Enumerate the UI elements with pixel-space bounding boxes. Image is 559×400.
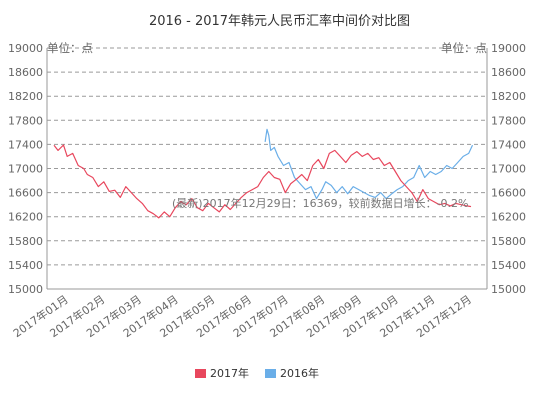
y-tick-label-right: 17400: [491, 138, 526, 151]
x-tick-labels: 2017年01月2017年02月2017年03月2017年04月2017年05月…: [10, 292, 474, 340]
y-tick-label-left: 17400: [8, 138, 43, 151]
y-tick-label-right: 15000: [491, 283, 526, 296]
y-tick-label-left: 16200: [8, 211, 43, 224]
series-line: [264, 128, 473, 200]
y-tick-label-left: 16600: [8, 187, 43, 200]
y-tick-label-right: 15800: [491, 235, 526, 248]
y-tick-label-right: 18200: [491, 90, 526, 103]
legend-label: 2017年: [210, 366, 249, 380]
y-tick-label-left: 17800: [8, 114, 43, 127]
y-tick-label-right: 17800: [491, 114, 526, 127]
grid-lines: [47, 47, 487, 290]
y-tick-label-right: 17000: [491, 163, 526, 176]
series-line: [53, 144, 472, 219]
y-tick-label-left: 17000: [8, 163, 43, 176]
y-tick-label-left: 15400: [8, 259, 43, 272]
chart-title: 2016 - 2017年韩元人民币汇率中间价对比图: [149, 13, 410, 29]
chart-legend: 2017年 2016年: [195, 366, 319, 380]
y-tick-label-right: 16600: [491, 187, 526, 200]
left-y-tick-labels: 15000 15400 15800 16200 16600 17000 17400 17800…: [8, 42, 43, 296]
y-tick-label-left: 19000: [8, 42, 43, 55]
y-tick-label-left: 18200: [8, 90, 43, 103]
y-tick-label-left: 15800: [8, 235, 43, 248]
legend-swatch: [195, 369, 206, 378]
right-axis-unit: 单位：点: [441, 41, 487, 55]
legend-label: 2016年: [280, 366, 319, 380]
latest-value-annotation: (最新)2017年12月29日：16369，较前数据日增长：-0.2%: [172, 196, 468, 210]
y-tick-label-right: 15400: [491, 259, 526, 272]
y-tick-label-right: 19000: [491, 42, 526, 55]
y-tick-label-right: 18600: [491, 66, 526, 79]
chart-axes: [46, 48, 488, 290]
y-tick-label-left: 15000: [8, 283, 43, 296]
y-tick-label-left: 18600: [8, 66, 43, 79]
series-lines: [53, 128, 473, 219]
legend-swatch: [265, 369, 276, 378]
y-tick-label-right: 16200: [491, 211, 526, 224]
right-y-tick-labels: 15000 15400 15800 16200 16600 17000 17400 17800…: [491, 42, 526, 296]
